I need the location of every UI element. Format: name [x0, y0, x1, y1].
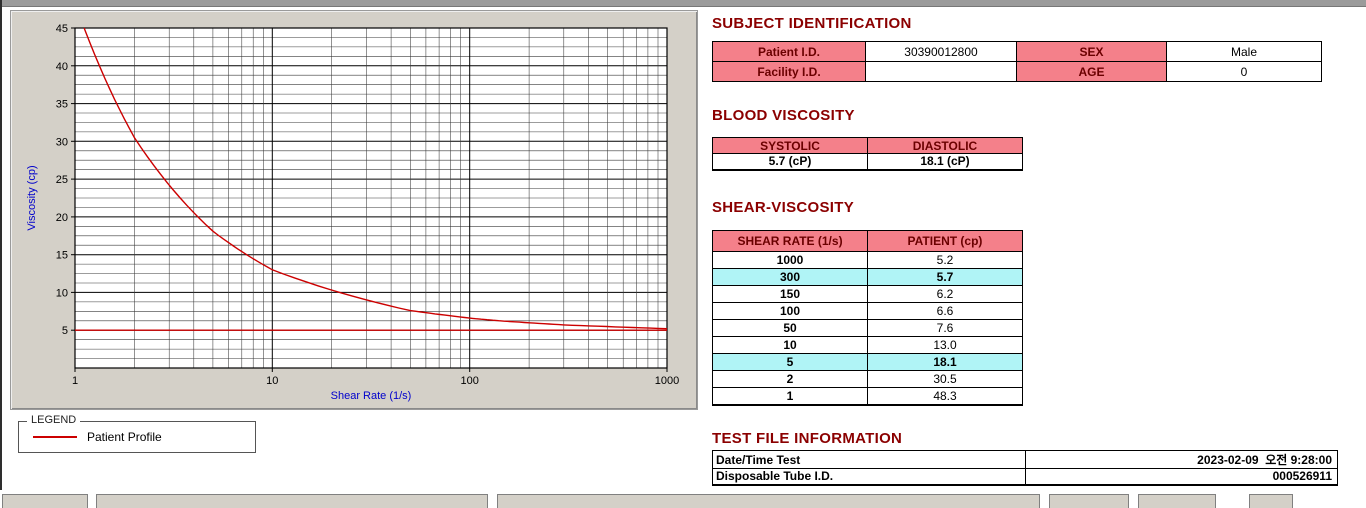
systolic-header: SYSTOLIC: [712, 137, 868, 154]
date-time-test-label: Date/Time Test: [712, 450, 1026, 469]
table-row: 2 30.5: [712, 370, 1023, 388]
diastolic-header: DIASTOLIC: [867, 137, 1023, 154]
taskbar-button[interactable]: [1249, 494, 1293, 508]
patient-id-value: 30390012800: [865, 41, 1017, 62]
sex-label: SEX: [1016, 41, 1167, 62]
patient-value-cell: 30.5: [867, 370, 1023, 388]
diastolic-value: 18.1 (cP): [867, 153, 1023, 170]
table-row: Disposable Tube I.D. 000526911: [712, 468, 1338, 485]
facility-id-value: [865, 61, 1017, 82]
patient-cp-header: PATIENT (cp): [867, 230, 1023, 252]
table-row-highlighted: 300 5.7: [712, 268, 1023, 286]
patient-value-cell: 48.3: [867, 387, 1023, 405]
svg-text:10: 10: [56, 287, 68, 299]
legend-series-label: Patient Profile: [87, 430, 162, 444]
svg-text:1: 1: [72, 375, 78, 387]
date-time-test-value: 2023-02-09 오전 9:28:00: [1025, 450, 1338, 469]
shear-rate-cell: 5: [712, 353, 868, 371]
legend-line: [33, 436, 77, 438]
viscosity-chart-panel: 5 10 15 20 25 30 35 40 45 1 10 100 1000 Shear Rate (1…: [10, 10, 698, 410]
svg-text:15: 15: [56, 250, 68, 262]
svg-text:5: 5: [62, 325, 68, 337]
table-row: 1 48.3: [712, 387, 1023, 405]
table-row-highlighted: 5 18.1: [712, 353, 1023, 371]
patient-value-cell: 5.2: [867, 251, 1023, 269]
disposable-tube-id-value: 000526911: [1025, 468, 1338, 485]
svg-text:35: 35: [56, 99, 68, 111]
shear-viscosity-table: SHEAR RATE (1/s) PATIENT (cp) 1000 5.2 3…: [712, 230, 1023, 406]
systolic-value: 5.7 (cP): [712, 153, 868, 170]
taskbar-button[interactable]: [2, 494, 88, 508]
table-row: SHEAR RATE (1/s) PATIENT (cp): [712, 230, 1023, 252]
subject-identification-table: Patient I.D. 30390012800 SEX Male Facili…: [712, 41, 1322, 82]
table-row: 150 6.2: [712, 285, 1023, 303]
svg-text:Viscosity (cp): Viscosity (cp): [26, 165, 38, 230]
window-top-strip: [0, 0, 1366, 7]
patient-value-cell: 6.2: [867, 285, 1023, 303]
shear-rate-cell: 10: [712, 336, 868, 354]
table-row: Facility I.D. AGE 0: [712, 61, 1322, 82]
patient-value-cell: 5.7: [867, 268, 1023, 286]
shear-rate-cell: 2: [712, 370, 868, 388]
table-row: 5.7 (cP) 18.1 (cP): [712, 153, 1023, 170]
patient-value-cell: 6.6: [867, 302, 1023, 320]
taskbar-button[interactable]: [1049, 494, 1129, 508]
svg-text:30: 30: [56, 136, 68, 148]
shear-rate-cell: 300: [712, 268, 868, 286]
legend-title: LEGEND: [27, 414, 81, 426]
svg-text:10: 10: [266, 375, 278, 387]
table-row: 1000 5.2: [712, 251, 1023, 269]
chart-legend: LEGEND Patient Profile: [18, 414, 256, 453]
patient-value-cell: 18.1: [867, 353, 1023, 371]
table-row: 10 13.0: [712, 336, 1023, 354]
subject-identification-title: SUBJECT IDENTIFICATION: [712, 15, 912, 32]
table-row: SYSTOLIC DIASTOLIC: [712, 137, 1023, 154]
shear-rate-cell: 1: [712, 387, 868, 405]
shear-viscosity-title: SHEAR-VISCOSITY: [712, 199, 855, 216]
table-row: 50 7.6: [712, 319, 1023, 337]
facility-id-label: Facility I.D.: [712, 61, 866, 82]
svg-text:20: 20: [56, 212, 68, 224]
test-file-information-title: TEST FILE INFORMATION: [712, 430, 903, 447]
shear-rate-header: SHEAR RATE (1/s): [712, 230, 868, 252]
svg-text:40: 40: [56, 61, 68, 73]
patient-value-cell: 13.0: [867, 336, 1023, 354]
shear-viscosity-chart: 5 10 15 20 25 30 35 40 45 1 10 100 1000 Shear Rate (1…: [26, 23, 679, 402]
patient-value-cell: 7.6: [867, 319, 1023, 337]
svg-text:45: 45: [56, 23, 68, 35]
svg-text:100: 100: [461, 375, 479, 387]
sex-value: Male: [1166, 41, 1322, 62]
age-value: 0: [1166, 61, 1322, 82]
table-row: 100 6.6: [712, 302, 1023, 320]
taskbar-button[interactable]: [497, 494, 1040, 508]
shear-rate-cell: 1000: [712, 251, 868, 269]
shear-rate-cell: 150: [712, 285, 868, 303]
table-row: Patient I.D. 30390012800 SEX Male: [712, 41, 1322, 62]
test-file-information-table: Date/Time Test 2023-02-09 오전 9:28:00 Dis…: [712, 450, 1338, 486]
taskbar-button[interactable]: [96, 494, 488, 508]
svg-text:25: 25: [56, 174, 68, 186]
shear-rate-cell: 100: [712, 302, 868, 320]
blood-viscosity-title: BLOOD VISCOSITY: [712, 107, 855, 124]
window-left-border: [0, 0, 2, 490]
disposable-tube-id-label: Disposable Tube I.D.: [712, 468, 1026, 485]
shear-rate-cell: 50: [712, 319, 868, 337]
table-row: Date/Time Test 2023-02-09 오전 9:28:00: [712, 450, 1338, 469]
taskbar-button[interactable]: [1138, 494, 1216, 508]
age-label: AGE: [1016, 61, 1167, 82]
blood-viscosity-table: SYSTOLIC DIASTOLIC 5.7 (cP) 18.1 (cP): [712, 137, 1023, 171]
patient-id-label: Patient I.D.: [712, 41, 866, 62]
svg-text:1000: 1000: [655, 375, 679, 387]
svg-text:Shear Rate (1/s): Shear Rate (1/s): [331, 390, 412, 402]
